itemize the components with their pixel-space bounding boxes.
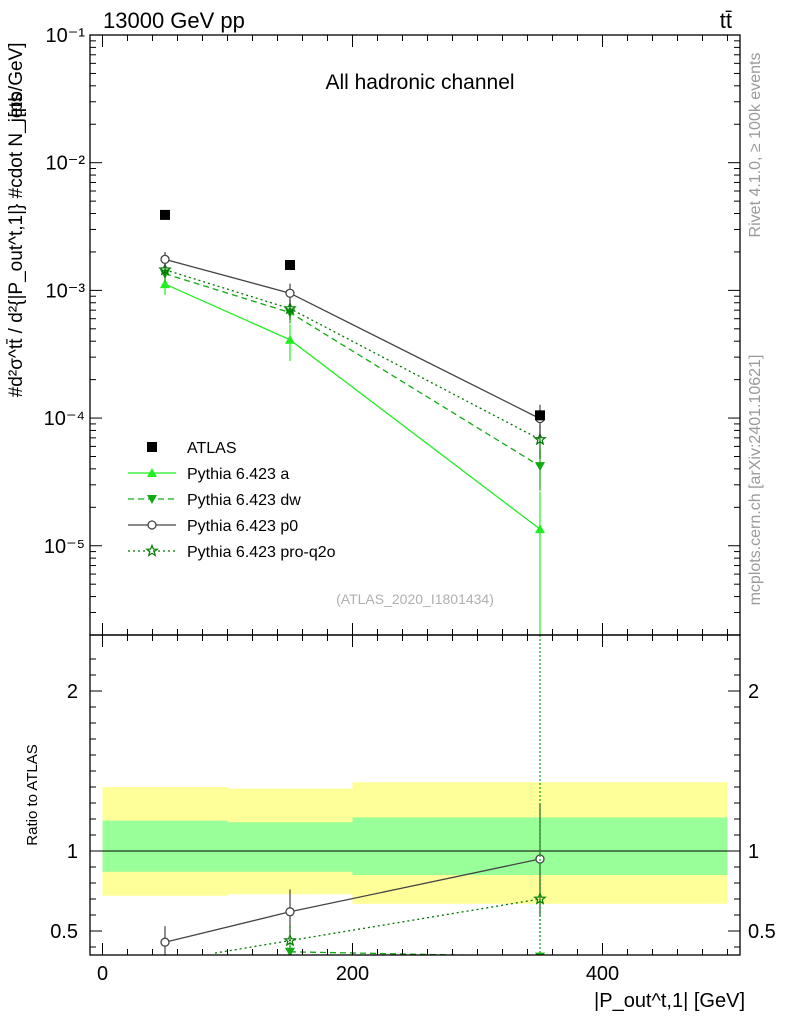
data-point-pythia-6-423-p0 [160, 254, 170, 264]
data-point-pythia-6-423-pro-q2o [283, 301, 297, 315]
ratio-point-pythia-6-423-p0 [160, 937, 170, 947]
ratio-point-pythia-6-423-pro-q2o [283, 933, 297, 947]
legend-label-pythia-a: Pythia 6.423 a [187, 466, 289, 483]
ratio-point-pythia-6-423-dw [535, 952, 545, 955]
ratio-point-pythia-6-423-pro-q2o [533, 891, 547, 905]
ratio-series [160, 635, 547, 955]
rivet-version-label: Rivet 4.1.0, ≥ 100k events [747, 53, 764, 238]
ratio-line-pythia-6-423-pro-q2o [214, 898, 541, 954]
legend-label-atlas: ATLAS [187, 440, 237, 457]
legend-marker-pythia-6-423-p0 [147, 520, 157, 530]
data-point-pythia-6-423-dw [535, 462, 545, 472]
main-y-tick-label: 10⁻⁵ [44, 536, 85, 558]
series-line-pythia-6-423-pro-q2o [164, 269, 541, 441]
x-tick-label: 200 [336, 963, 369, 985]
ratio-plot-frame [89, 634, 741, 956]
ratio-y-tick-label-left: 2 [67, 681, 78, 703]
data-point-atlas [535, 410, 545, 421]
data-point-pythia-6-423-p0 [285, 288, 295, 298]
data-point-pythia-6-423-a [285, 334, 295, 344]
ratio-y-tick-label-right: 0.5 [748, 921, 776, 943]
legend: ATLAS Pythia 6.423 a Pythia 6.423 dw Pyt… [128, 440, 336, 561]
data-point-pythia-6-423-a [535, 524, 545, 534]
ratio-point-pythia-6-423-p0 [285, 907, 295, 917]
data-point-atlas [285, 260, 295, 271]
ratio-inner-band [227, 822, 353, 872]
legend-marker-pythia-6-423-a [147, 468, 157, 477]
legend-label-pythia-dw: Pythia 6.423 dw [187, 492, 301, 509]
x-tick-label: 0 [97, 963, 108, 985]
ratio-line-pythia-6-423-dw [289, 951, 491, 955]
legend-label-pythia-p0: Pythia 6.423 p0 [187, 518, 298, 535]
series-line-pythia-6-423-p0 [164, 258, 541, 420]
main-series [158, 209, 547, 635]
data-point-atlas [160, 209, 170, 220]
mcplots-source-label: mcplots.cern.ch [arXiv:2401.10621] [747, 355, 764, 606]
ratio-y-tick-label-left: 0.5 [50, 921, 78, 943]
data-point-pythia-6-423-a [160, 279, 170, 289]
x-tick-label: 400 [586, 963, 619, 985]
energy-label: 13000 GeV pp [103, 8, 245, 33]
main-y-tick-label: 10⁻² [46, 153, 86, 175]
main-y-tick-label: 10⁻³ [46, 280, 86, 302]
legend-label-pythia-pro-q2o: Pythia 6.423 pro-q2o [187, 544, 336, 561]
ratio-point-pythia-6-423-dw [285, 947, 295, 955]
ratio-inner-band [102, 820, 228, 872]
main-y-tick-label: 10⁻⁴ [44, 408, 85, 430]
ratio-y-tick-label-right: 1 [748, 841, 759, 863]
legend-marker-pythia-6-423-pro-q2o [145, 543, 159, 557]
ratio-y-axis-label: Ratio to ATLAS [24, 744, 41, 845]
data-point-pythia-6-423-pro-q2o [533, 432, 547, 446]
analysis-watermark: (ATLAS_2020_I1801434) [336, 591, 494, 607]
legend-marker-pythia-6-423-dw [147, 495, 157, 504]
main-y-tick-label: 10⁻¹ [46, 25, 86, 47]
x-axis-label: |P_out^t,1| [GeV] [594, 990, 745, 1012]
process-label: tt̄ [720, 8, 732, 33]
main-plot-title: All hadronic channel [325, 71, 514, 94]
main-y-axis-label: #d²σ^tt̄ / d²{|P_out^t,1|} #cdot N_jets [6, 93, 27, 398]
ratio-y-tick-label-right: 2 [748, 681, 759, 703]
series-line-pythia-6-423-dw [164, 273, 541, 467]
legend-marker-atlas [147, 442, 157, 452]
data-point-pythia-6-423-pro-q2o [158, 262, 172, 276]
ratio-y-tick-label-left: 1 [67, 841, 78, 863]
main-y-axis-unit: [pb/GeV] [6, 43, 27, 118]
